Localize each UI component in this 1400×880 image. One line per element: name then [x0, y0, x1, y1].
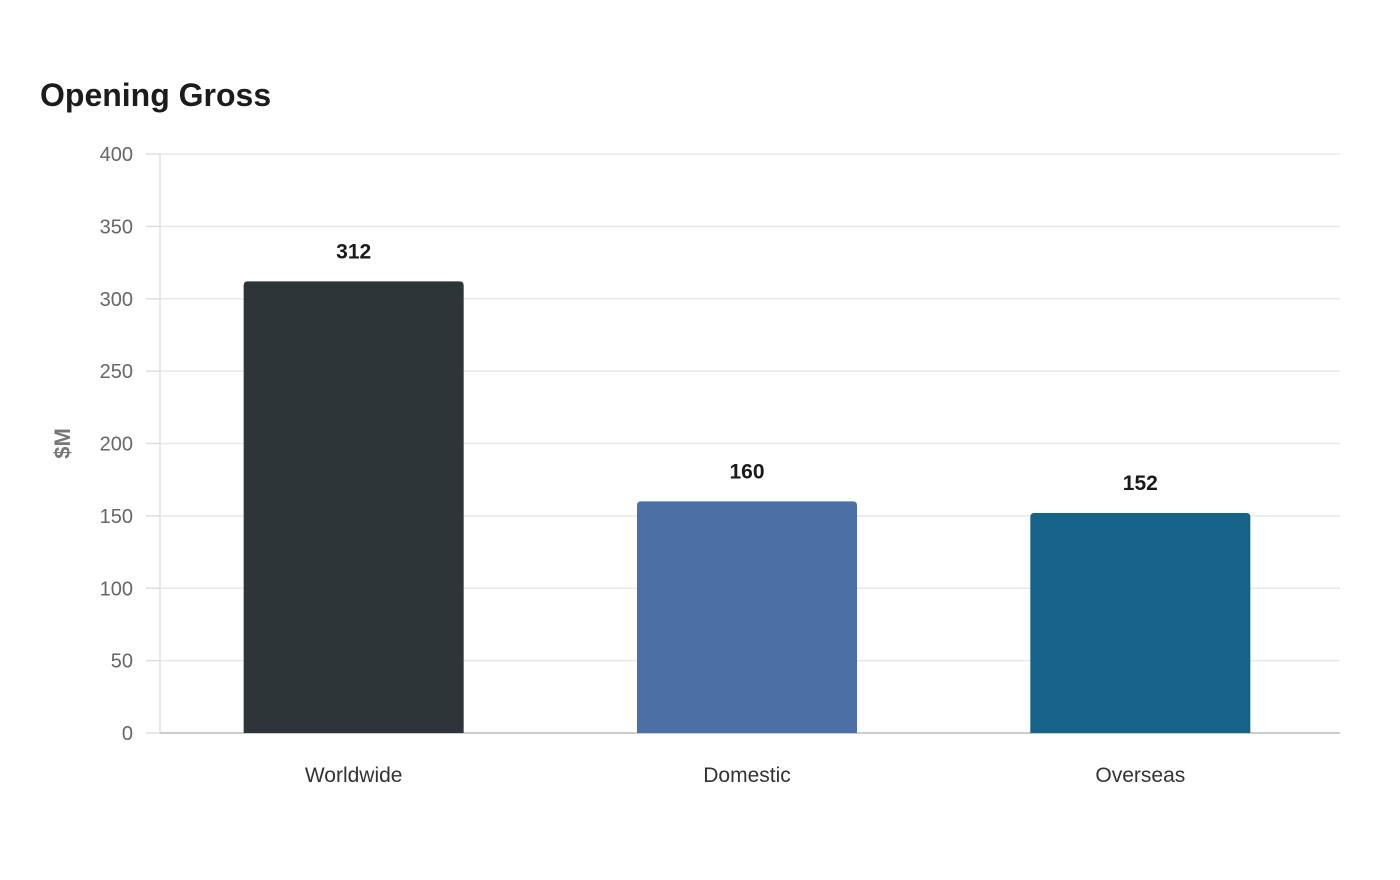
y-tick-label: 400: [100, 144, 133, 166]
y-tick-label: 250: [100, 361, 133, 383]
data-label: 312: [336, 240, 371, 263]
x-tick-label: Overseas: [1095, 764, 1185, 787]
bar-overseas: [1030, 512, 1251, 733]
y-tick-label: 200: [100, 434, 133, 456]
x-tick-label: Worldwide: [305, 764, 403, 787]
y-tick-label: 0: [122, 723, 133, 745]
labels: 0 50 100 150 200 250 300 350 400 312 Worldwide 160 D…: [100, 144, 1186, 787]
x-tick-label: Domestic: [703, 764, 791, 787]
data-label: 152: [1123, 472, 1158, 495]
data-label: 160: [729, 460, 764, 483]
y-tick-label: 50: [111, 651, 133, 673]
y-tick-label: 300: [100, 289, 133, 311]
bar-domestic: [637, 501, 857, 733]
y-tick-label: 350: [100, 216, 133, 238]
bars: [243, 281, 1251, 733]
y-tick-label: 100: [100, 578, 133, 600]
y-axis-title: $M: [50, 428, 75, 459]
y-tick-label: 150: [100, 506, 133, 528]
chart-title: Opening Gross: [40, 77, 272, 113]
bar-worldwide: [243, 281, 464, 733]
